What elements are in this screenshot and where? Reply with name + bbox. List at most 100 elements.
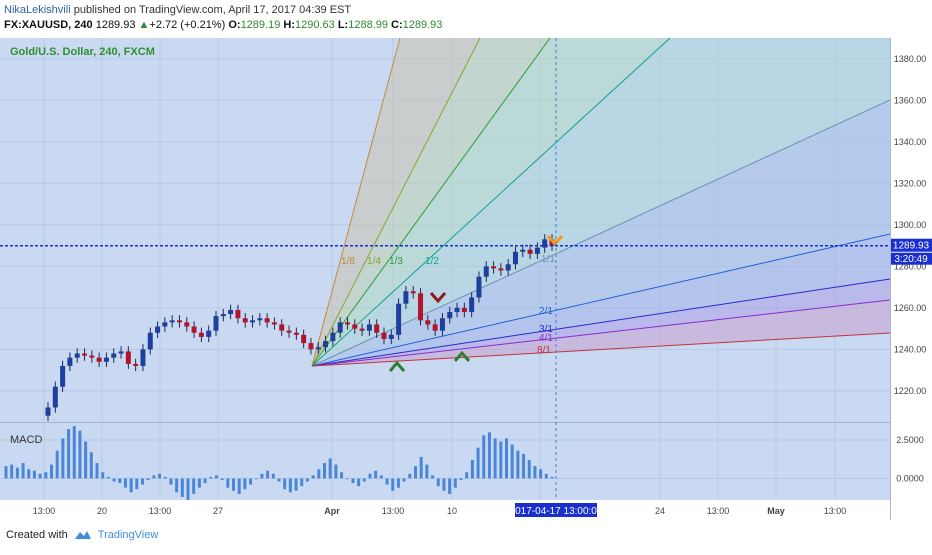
candle-body — [293, 332, 299, 335]
macd-bar — [527, 459, 531, 479]
pattern-markers — [388, 235, 564, 372]
macd-bar — [408, 473, 412, 479]
macd-bar — [95, 463, 99, 479]
candle-body — [308, 343, 314, 350]
fan-line — [311, 332, 891, 367]
candle-body — [483, 266, 489, 277]
chevron-up-marker — [453, 350, 471, 362]
symbol-name[interactable]: FX:XAUUSD, 240 — [4, 19, 93, 31]
fan-line — [311, 37, 401, 367]
candle-body — [498, 268, 504, 271]
macd-tick-label: 2.5000 — [896, 435, 924, 445]
candle-body — [52, 386, 58, 408]
macd-bar — [192, 478, 196, 494]
macd-bar — [254, 478, 258, 480]
macd-bar — [442, 478, 446, 491]
fan-line — [311, 37, 481, 367]
macd-bar — [260, 473, 264, 479]
macd-bar — [197, 478, 201, 488]
macd-bar — [38, 473, 42, 479]
candle-body — [403, 291, 409, 304]
price-tick-label: 1380.00 — [894, 54, 927, 64]
candle-body — [301, 334, 307, 344]
candle-body — [374, 324, 380, 333]
macd-bar — [4, 466, 8, 479]
close-value: 1289.93 — [402, 19, 443, 31]
candle-body — [337, 322, 343, 333]
candle-body — [396, 303, 402, 335]
macd-bar — [226, 478, 230, 488]
fan-ratio-label: 1/1 — [541, 254, 555, 265]
macd-bar — [362, 478, 366, 482]
candle-body — [425, 320, 431, 325]
footer: Created with TradingView — [6, 529, 158, 541]
candle-body — [213, 316, 219, 331]
candle-body — [162, 322, 168, 327]
candle-body — [352, 324, 358, 329]
macd-bar — [340, 472, 344, 479]
price-axis-ticks: 1380.00 1360.00 1340.00 1320.00 1300.00 1280.… — [894, 54, 927, 396]
macd-bar — [32, 470, 36, 479]
candle-body — [279, 324, 285, 331]
candle-body — [323, 341, 329, 348]
candle-body — [418, 293, 424, 321]
macd-bar — [232, 478, 235, 491]
last-price: 1289.93 — [95, 19, 136, 31]
candle-body — [67, 357, 73, 366]
price-tick-label: 1240.00 — [894, 344, 927, 354]
macd-bar — [516, 450, 520, 479]
candle-body — [491, 266, 497, 269]
candle-body — [140, 349, 146, 366]
candle-body — [111, 353, 117, 358]
fan-line — [311, 278, 891, 367]
macd-bar — [27, 469, 31, 479]
created-with-text: Created with — [6, 529, 68, 541]
candle-body — [125, 351, 131, 364]
macd-bar — [419, 456, 423, 479]
candle-body — [527, 249, 533, 254]
candle-body — [228, 309, 234, 315]
candle-body — [461, 307, 467, 312]
price-tick-label: 1320.00 — [894, 178, 927, 188]
candle-body — [366, 324, 372, 331]
tradingview-brand[interactable]: TradingView — [97, 529, 159, 541]
fan-zone — [312, 38, 890, 366]
time-axis[interactable] — [0, 500, 890, 520]
macd-bar — [368, 473, 372, 479]
time-tick-label: 27 — [213, 506, 223, 516]
candle-body — [447, 311, 453, 319]
candle-body — [155, 326, 161, 333]
fan-ratio-label: 1/4 — [367, 256, 381, 267]
macd-bar — [499, 441, 503, 479]
macd-bar — [385, 478, 389, 485]
macd-bar — [72, 426, 76, 479]
price-tick-label: 1360.00 — [894, 95, 927, 105]
candle-body — [242, 318, 248, 323]
macd-bar — [396, 478, 400, 488]
macd-bar — [550, 476, 554, 479]
candle-body — [542, 239, 548, 248]
author-link[interactable]: NikaLekishvili — [4, 4, 71, 16]
candle-body — [286, 330, 292, 333]
candle-body — [469, 297, 475, 312]
macd-bar — [334, 464, 338, 479]
macd-bar — [141, 478, 144, 485]
candle-body — [505, 264, 511, 271]
fan-line — [311, 37, 671, 367]
countdown-label: 3:20:49 — [894, 254, 928, 265]
chevron-down-marker — [546, 235, 564, 247]
low-label: L: — [337, 19, 349, 31]
current-price-badge — [891, 238, 932, 252]
macd-bar — [505, 438, 508, 479]
macd-bar — [266, 470, 270, 479]
macd-bar — [101, 472, 105, 479]
candle-body — [381, 332, 387, 339]
candle-body — [96, 357, 102, 362]
macd-bar — [180, 478, 184, 497]
price-axis[interactable] — [890, 38, 932, 500]
macd-bar — [510, 444, 514, 479]
macd-bar — [249, 478, 253, 485]
candle-body — [184, 322, 190, 327]
macd-bar — [67, 429, 71, 479]
